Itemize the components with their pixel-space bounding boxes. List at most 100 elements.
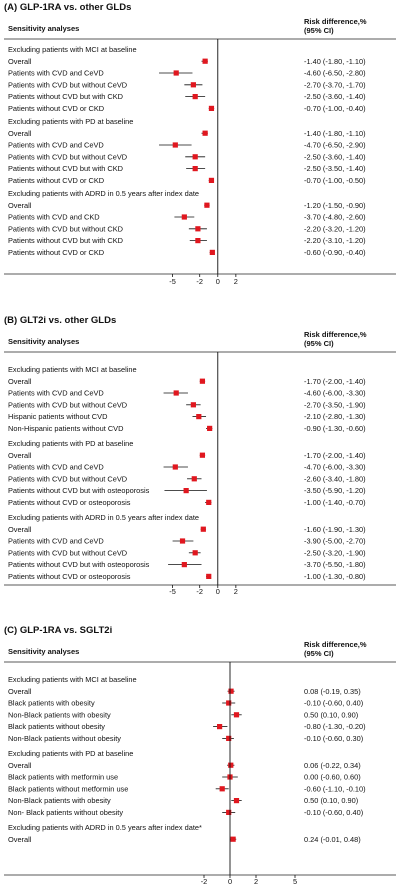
panel-b-ci-text: -3.70 (-5.50, -1.80) (304, 560, 366, 569)
panel-a-tick-label: 2 (234, 277, 238, 286)
panel-c-tick-label: 0 (228, 877, 232, 886)
panel-a-point-estimate (202, 58, 208, 64)
panel-a-point-estimate (204, 202, 210, 208)
panel-b-row-label: Overall (8, 377, 32, 386)
panel-c-row-label: Black patients without metformin use (8, 784, 128, 793)
panel-c-point-estimate (233, 712, 240, 718)
panel-c-ci-text: 0.08 (-0.19, 0.35) (304, 687, 361, 696)
panel-b-point-estimate (190, 402, 196, 408)
panel-b-point-estimate (183, 488, 189, 494)
panel-a-header-left: Sensitivity analyses (8, 24, 79, 33)
panel-a-point-estimate (181, 214, 187, 220)
panel-a-ci-text: -2.70 (-3.70, -1.70) (304, 80, 366, 89)
panel-b-group-title: Excluding patients with MCI at baseline (8, 365, 137, 374)
panel-b-row-label: Overall (8, 451, 32, 460)
panel-b-ci-text: -4.60 (-6.00, -3.30) (304, 389, 366, 398)
panel-a-ci-text: -0.70 (-1.00, -0.40) (304, 104, 366, 113)
panel-b-point-estimate (199, 452, 206, 458)
panel-a-point-estimate (195, 238, 201, 244)
panel-a-ci-text: -3.70 (-4.80, -2.60) (304, 213, 366, 222)
panel-b-ci-text: -3.90 (-5.00, -2.70) (304, 537, 366, 546)
panel-b-row-label: Patients with CVD and CeVD (8, 537, 104, 546)
panel-b-row-label: Hispanic patients without CVD (8, 412, 107, 421)
panel-a-row-label: Patients without CVD but with CKD (8, 92, 123, 101)
panel-b-tick-label: -2 (196, 587, 203, 596)
panel-b-tick-label: -5 (169, 587, 176, 596)
panel-b-point-estimate (206, 573, 212, 579)
panel-b-ci-text: -0.90 (-1.30, -0.60) (304, 424, 366, 433)
panel-b-tick-label: 0 (216, 587, 220, 596)
panel-a-row-label: Patients with CVD and CeVD (8, 141, 104, 150)
panel-a-tick-label: -5 (169, 277, 176, 286)
panel-b-tick-label: 2 (234, 587, 238, 596)
panel-a-point-estimate (172, 142, 178, 148)
panel-c-row-label: Black patients with metformin use (8, 773, 118, 782)
panel-a-ci-text: -0.70 (-1.00, -0.50) (304, 176, 366, 185)
panel-a-row-label: Patients with CVD and CKD (8, 213, 100, 222)
panel-a-group-title: Excluding patients with ADRD in 0.5 year… (8, 189, 199, 198)
panel-a-point-estimate (192, 94, 198, 100)
panel-b-header-right: Risk difference,% (304, 330, 367, 339)
panel-a-group-title: Excluding patients with PD at baseline (8, 117, 133, 126)
panel-a-point-estimate (209, 249, 215, 255)
panel-b-ci-text: -2.60 (-3.40, -1.80) (304, 474, 366, 483)
panel-c-ci-text: 0.50 (0.10, 0.90) (304, 710, 358, 719)
panel-b-row-label: Patients without CVD or osteoporosis (8, 572, 131, 581)
panel-a-row-label: Patients without CVD but with CKD (8, 164, 123, 173)
panel-c-group-title: Excluding patients with ADRD in 0.5 year… (8, 823, 202, 832)
panel-a-row-label: Patients without CVD but with CKD (8, 236, 123, 245)
panel-c-ci-text: 0.00 (-0.60, 0.60) (304, 773, 361, 782)
panel-b-row-label: Patients without CVD or osteoporosis (8, 498, 131, 507)
panel-b-ci-text: -1.00 (-1.40, -0.70) (304, 498, 366, 507)
panel-c-group-title: Excluding patients with MCI at baseline (8, 675, 137, 684)
panel-c-ci-text: -0.10 (-0.60, 0.40) (304, 699, 363, 708)
panel-b-point-estimate (181, 562, 187, 568)
panel-b-point-estimate (173, 390, 179, 396)
panel-a-ci-text: -0.60 (-0.90, -0.40) (304, 248, 366, 257)
panel-c-row-label: Overall (8, 761, 32, 770)
panel-c-tick-label: 2 (254, 877, 258, 886)
panel-c-ci-text: -0.10 (-0.60, 0.40) (304, 808, 363, 817)
panel-c-point-estimate (230, 836, 236, 842)
panel-b-point-estimate (179, 538, 186, 544)
panel-c-ci-text: 0.06 (-0.22, 0.34) (304, 761, 361, 770)
panel-b-point-estimate (191, 476, 197, 482)
panel-b-group-title: Excluding patients with ADRD in 0.5 year… (8, 513, 199, 522)
panel-b-row-label: Patients without CVD but with osteoporos… (8, 486, 150, 495)
panel-b-row-label: Overall (8, 525, 32, 534)
panel-a-point-estimate (195, 226, 201, 232)
panel-c-row-label: Non-Black patients without obesity (8, 734, 121, 743)
panel-c-row-label: Black patients with obesity (8, 699, 95, 708)
panel-b-point-estimate (192, 550, 198, 556)
panel-a-row-label: Patients without CVD or CKD (8, 104, 104, 113)
panel-b-point-estimate (200, 526, 206, 532)
panel-c-point-estimate (217, 724, 223, 730)
panel-a-ci-text: -2.20 (-3.20, -1.20) (304, 224, 366, 233)
panel-c-title: (C) GLP-1RA vs. SGLT2i (4, 625, 112, 636)
panel-a-row-label: Patients with CVD but without CeVD (8, 80, 127, 89)
panel-b-row-label: Patients with CVD but without CeVD (8, 474, 127, 483)
panel-a-header-right-ci: (95% CI) (304, 26, 334, 35)
panel-c-ci-text: -0.60 (-1.10, -0.10) (304, 784, 366, 793)
panel-c-row-label: Overall (8, 687, 32, 696)
panel-c-row-label: Non-Black patients with obesity (8, 710, 111, 719)
panel-c-row-label: Overall (8, 835, 32, 844)
panel-b-ci-text: -2.70 (-3.50, -1.90) (304, 400, 366, 409)
panel-a-ci-text: -1.20 (-1.50, -0.90) (304, 201, 366, 210)
panel-a-ci-text: -2.50 (-3.50, -1.40) (304, 164, 366, 173)
panel-a-group-title: Excluding patients with MCI at baseline (8, 45, 137, 54)
panel-b-ci-text: -3.50 (-5.90, -1.20) (304, 486, 366, 495)
panel-a-ci-text: -4.60 (-6.50, -2.80) (304, 69, 366, 78)
panel-a-point-estimate (192, 154, 198, 160)
panel-a-row-label: Patients with CVD but without CeVD (8, 152, 127, 161)
panel-b-row-label: Patients with CVD but without CeVD (8, 400, 127, 409)
panel-b-header-right-ci: (95% CI) (304, 339, 334, 348)
panel-b-header-left: Sensitivity analyses (8, 337, 79, 346)
panel-b-title: (B) GLT2i vs. other GLDs (4, 315, 116, 326)
panel-b-row-label: Non-Hispanic patients without CVD (8, 424, 123, 433)
panel-a-tick-label: -2 (196, 277, 203, 286)
panel-a-row-label: Patients with CVD and CeVD (8, 69, 104, 78)
panel-a-point-estimate (208, 177, 215, 183)
panel-a-row-label: Patients without CVD or CKD (8, 248, 104, 257)
